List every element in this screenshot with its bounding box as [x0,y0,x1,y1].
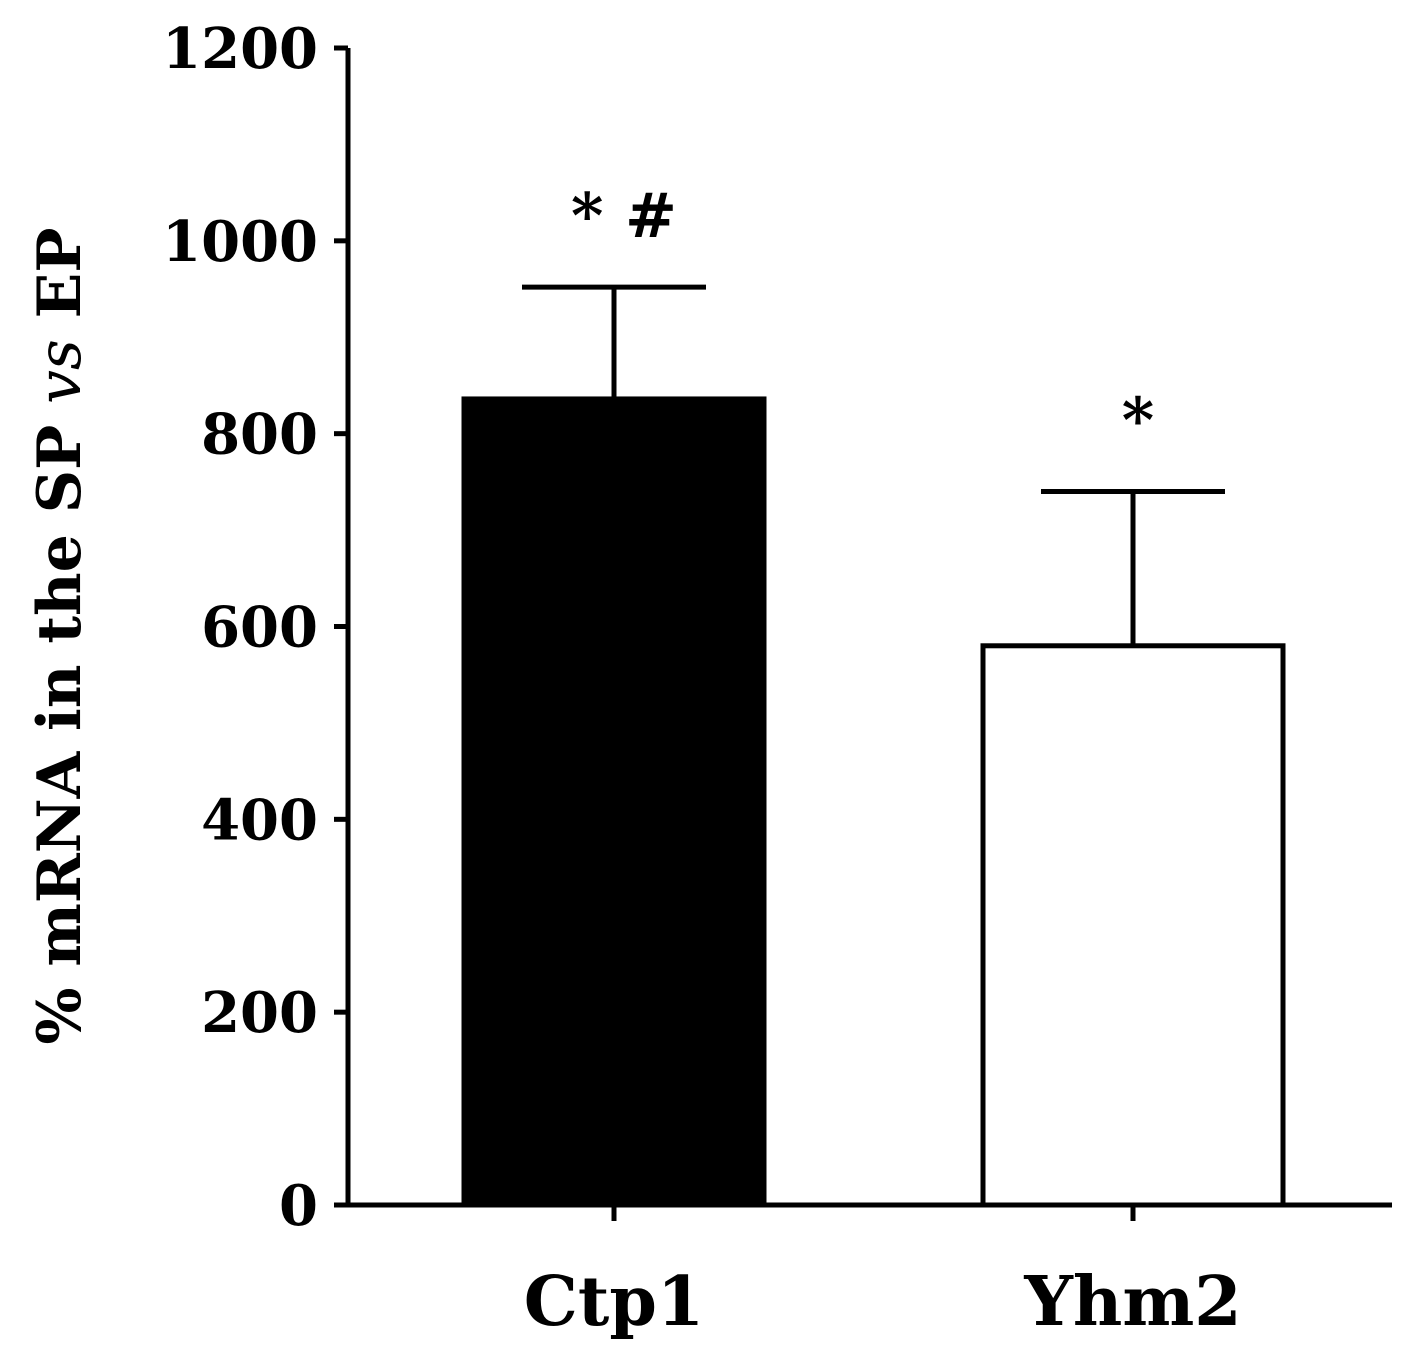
x-tick-label-ctp1: Ctp1 [524,1262,704,1342]
y-tick-label-1200: 1200 [162,16,318,82]
y-axis-title-post: EP [25,227,95,339]
y-tick-label-200: 200 [201,980,318,1046]
y-axis-title-italic: vs [25,339,95,404]
y-tick-label-800: 800 [201,402,318,468]
significance-label-ctp1: * # [571,179,677,252]
bar-ctp1 [461,396,767,1208]
plot-area: * # * 0 200 400 600 800 1000 1200 Ctp1 Yhm2 [162,16,1392,1342]
significance-label-yhm2: * [1122,384,1154,457]
y-tick-label-600: 600 [201,595,318,661]
y-tick-label-400: 400 [201,787,318,853]
y-axis-title-pre: % mRNA in the SP [25,404,95,1045]
bar-yhm2 [980,643,1286,1208]
y-tick-label-1000: 1000 [162,209,318,275]
y-tick-label-0: 0 [279,1173,318,1239]
x-tick-label-yhm2: Yhm2 [1023,1262,1241,1342]
y-axis-title: % mRNA in the SP vs EP [25,227,95,1044]
